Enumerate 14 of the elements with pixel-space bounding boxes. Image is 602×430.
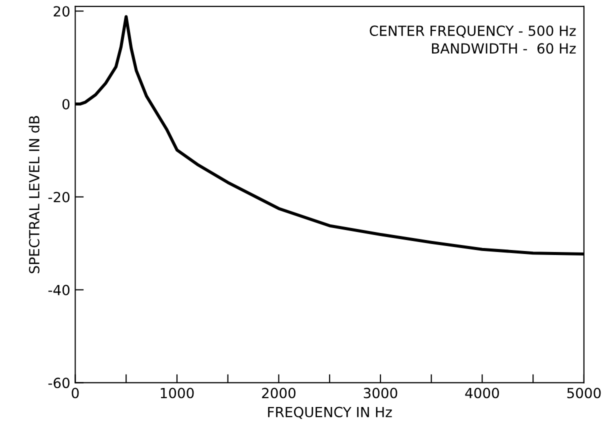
x-tick-label: 2000 [262, 388, 296, 398]
y-tick-label: 20 [54, 6, 70, 17]
annotation: CENTER FREQUENCY - 500 Hz BANDWIDTH - 60 Hz [370, 26, 576, 54]
x-tick-label: 1000 [160, 388, 194, 398]
y-tick-label: -20 [48, 192, 70, 202]
x-axis-title: FREQUENCY IN Hz [268, 406, 392, 419]
y-tick-label: 0 [62, 98, 70, 110]
x-tick-label: 0 [72, 388, 79, 398]
y-tick-label: -40 [48, 284, 70, 296]
y-axis-title: SPECTRAL LEVEL IN dB [28, 116, 40, 274]
y-tick-label: -60 [48, 378, 70, 388]
x-tick-label: 5000 [567, 388, 601, 398]
x-tick-label: 3000 [364, 388, 398, 398]
x-tick-label: 4000 [465, 388, 499, 398]
